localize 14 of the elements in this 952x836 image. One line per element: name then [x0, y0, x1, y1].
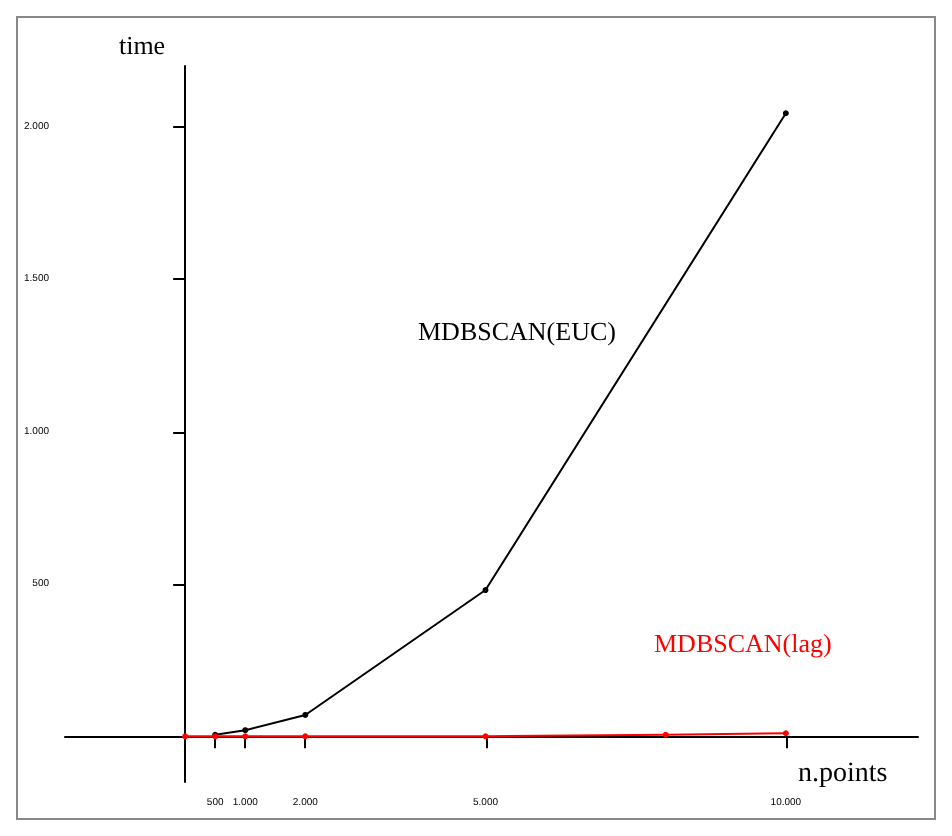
y-axis-title: time — [118, 30, 166, 60]
point — [482, 733, 489, 740]
point — [782, 730, 789, 737]
point — [302, 733, 309, 740]
point — [242, 727, 249, 734]
point — [782, 110, 789, 117]
text: MDBSCAN(lag) — [654, 628, 832, 658]
x-axis-title: n.points — [798, 759, 888, 790]
point — [302, 711, 309, 718]
point — [242, 733, 249, 740]
series-label: MDBSCAN(EUC) — [418, 316, 616, 346]
point — [482, 587, 489, 594]
point — [662, 731, 669, 738]
point — [182, 733, 189, 740]
